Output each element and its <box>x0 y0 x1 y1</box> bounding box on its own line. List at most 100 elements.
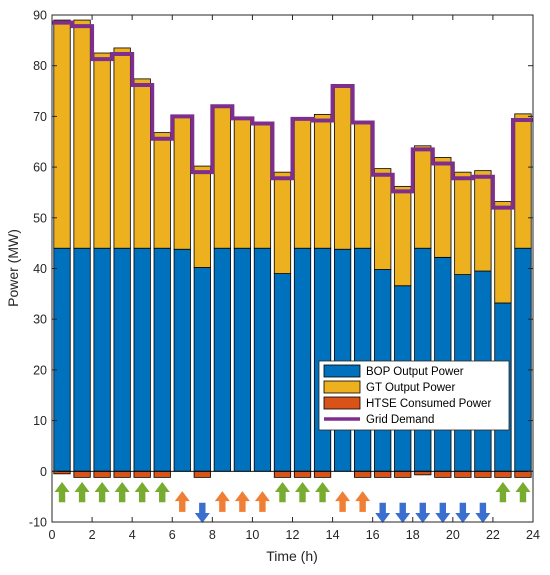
bar-bop <box>133 247 151 472</box>
bar-htse <box>474 470 492 478</box>
arrow-up-orange <box>355 491 371 512</box>
arrow-up-orange <box>234 491 250 512</box>
bar-gt <box>414 145 432 249</box>
x-axis-ticks: 0 2 4 6 8 10 12 14 16 18 20 22 24 <box>49 15 540 542</box>
x-tick-label: 12 <box>286 528 300 542</box>
bar-gt <box>153 132 171 249</box>
y-tick-label: 10 <box>33 414 47 428</box>
legend-swatch-gt <box>323 380 361 394</box>
bar-gt <box>193 165 211 268</box>
x-tick-label: 10 <box>245 528 259 542</box>
x-tick-label: 20 <box>446 528 460 542</box>
bar-gt <box>313 113 332 249</box>
legend-label-bop: BOP Output Power <box>366 366 464 378</box>
bar-bop <box>113 247 131 472</box>
bar-htse <box>193 470 211 478</box>
y-tick-label: -10 <box>29 516 47 530</box>
bar-gt <box>253 122 272 249</box>
arrow-up-green <box>515 481 531 503</box>
bar-htse <box>434 470 452 478</box>
bar-htse <box>273 470 292 478</box>
y-tick-label: 40 <box>33 262 47 276</box>
bar-htse <box>73 470 91 478</box>
arrow-up-green <box>295 481 311 503</box>
legend-label-gt: GT Output Power <box>366 382 455 394</box>
y-tick-label: 60 <box>33 161 47 175</box>
bar-gt <box>454 171 472 275</box>
bar-gt <box>494 201 512 304</box>
bar-gt <box>213 105 231 249</box>
arrow-up-green <box>495 481 511 503</box>
bars-layer <box>52 19 533 478</box>
bar-bop <box>233 247 252 472</box>
legend-label-htse: HTSE Consumed Power <box>366 398 491 410</box>
y-tick-label: 90 <box>33 9 47 23</box>
y-tick-label: 70 <box>33 110 47 124</box>
arrow-up-green <box>54 481 70 503</box>
arrow-up-green <box>134 481 150 503</box>
arrow-down-blue <box>194 502 210 524</box>
legend-swatch-htse <box>323 396 361 410</box>
legend-label-demand: Grid Demand <box>366 414 434 426</box>
x-tick-label: 14 <box>326 528 340 542</box>
bar-bop <box>253 247 272 472</box>
y-axis-ticks: -10 0 10 20 30 40 50 60 70 80 90 <box>29 9 533 530</box>
y-tick-label: 0 <box>40 465 47 479</box>
y-tick-label: 80 <box>33 59 47 73</box>
bar-gt <box>113 47 131 249</box>
x-tick-label: 0 <box>49 528 56 542</box>
bar-htse <box>153 470 171 478</box>
arrow-up-orange <box>174 491 190 512</box>
bar-bop <box>53 247 71 472</box>
bar-htse <box>394 470 412 478</box>
x-axis-label: Time (h) <box>266 548 318 564</box>
bar-bop <box>273 273 292 472</box>
bar-bop <box>193 267 211 472</box>
y-tick-label: 30 <box>33 313 47 327</box>
arrow-up-green <box>74 481 90 503</box>
bar-gt <box>293 117 312 249</box>
x-tick-label: 22 <box>486 528 500 542</box>
grid-demand-line <box>52 20 533 210</box>
arrow-up-green <box>94 481 110 503</box>
bar-bop <box>313 247 332 472</box>
arrow-down-blue <box>375 502 391 524</box>
bar-bop <box>73 247 91 472</box>
y-tick-label: 50 <box>33 211 47 225</box>
legend: BOP Output Power GT Output Power HTSE Co… <box>318 360 510 431</box>
bar-gt <box>73 19 91 249</box>
x-tick-label: 24 <box>526 528 540 542</box>
bar-bop <box>514 247 532 472</box>
bar-gt <box>374 168 392 270</box>
bar-bop <box>153 247 171 472</box>
arrow-down-blue <box>435 502 451 524</box>
bar-gt <box>474 170 492 272</box>
arrows-layer <box>54 481 531 524</box>
bar-bop <box>354 247 372 472</box>
bar-bop <box>213 247 231 472</box>
arrow-up-green <box>315 481 331 503</box>
arrow-down-blue <box>395 502 411 524</box>
bar-gt <box>514 113 532 249</box>
x-tick-label: 6 <box>169 528 176 542</box>
bar-gt <box>434 157 452 258</box>
bar-htse <box>293 470 312 478</box>
arrow-up-green <box>114 481 130 503</box>
bar-bop <box>173 248 191 472</box>
bar-bop <box>414 247 432 472</box>
arrow-down-blue <box>475 502 491 524</box>
bar-htse <box>514 470 532 478</box>
x-tick-label: 18 <box>406 528 420 542</box>
bar-gt <box>53 19 71 249</box>
arrow-down-blue <box>415 502 431 524</box>
x-tick-label: 4 <box>129 528 136 542</box>
y-tick-label: 20 <box>33 363 47 377</box>
bar-htse <box>354 470 372 478</box>
bar-htse <box>133 470 151 478</box>
bar-htse <box>454 470 472 478</box>
bar-htse <box>414 470 432 476</box>
x-tick-label: 16 <box>366 528 380 542</box>
bar-bop <box>93 247 111 472</box>
